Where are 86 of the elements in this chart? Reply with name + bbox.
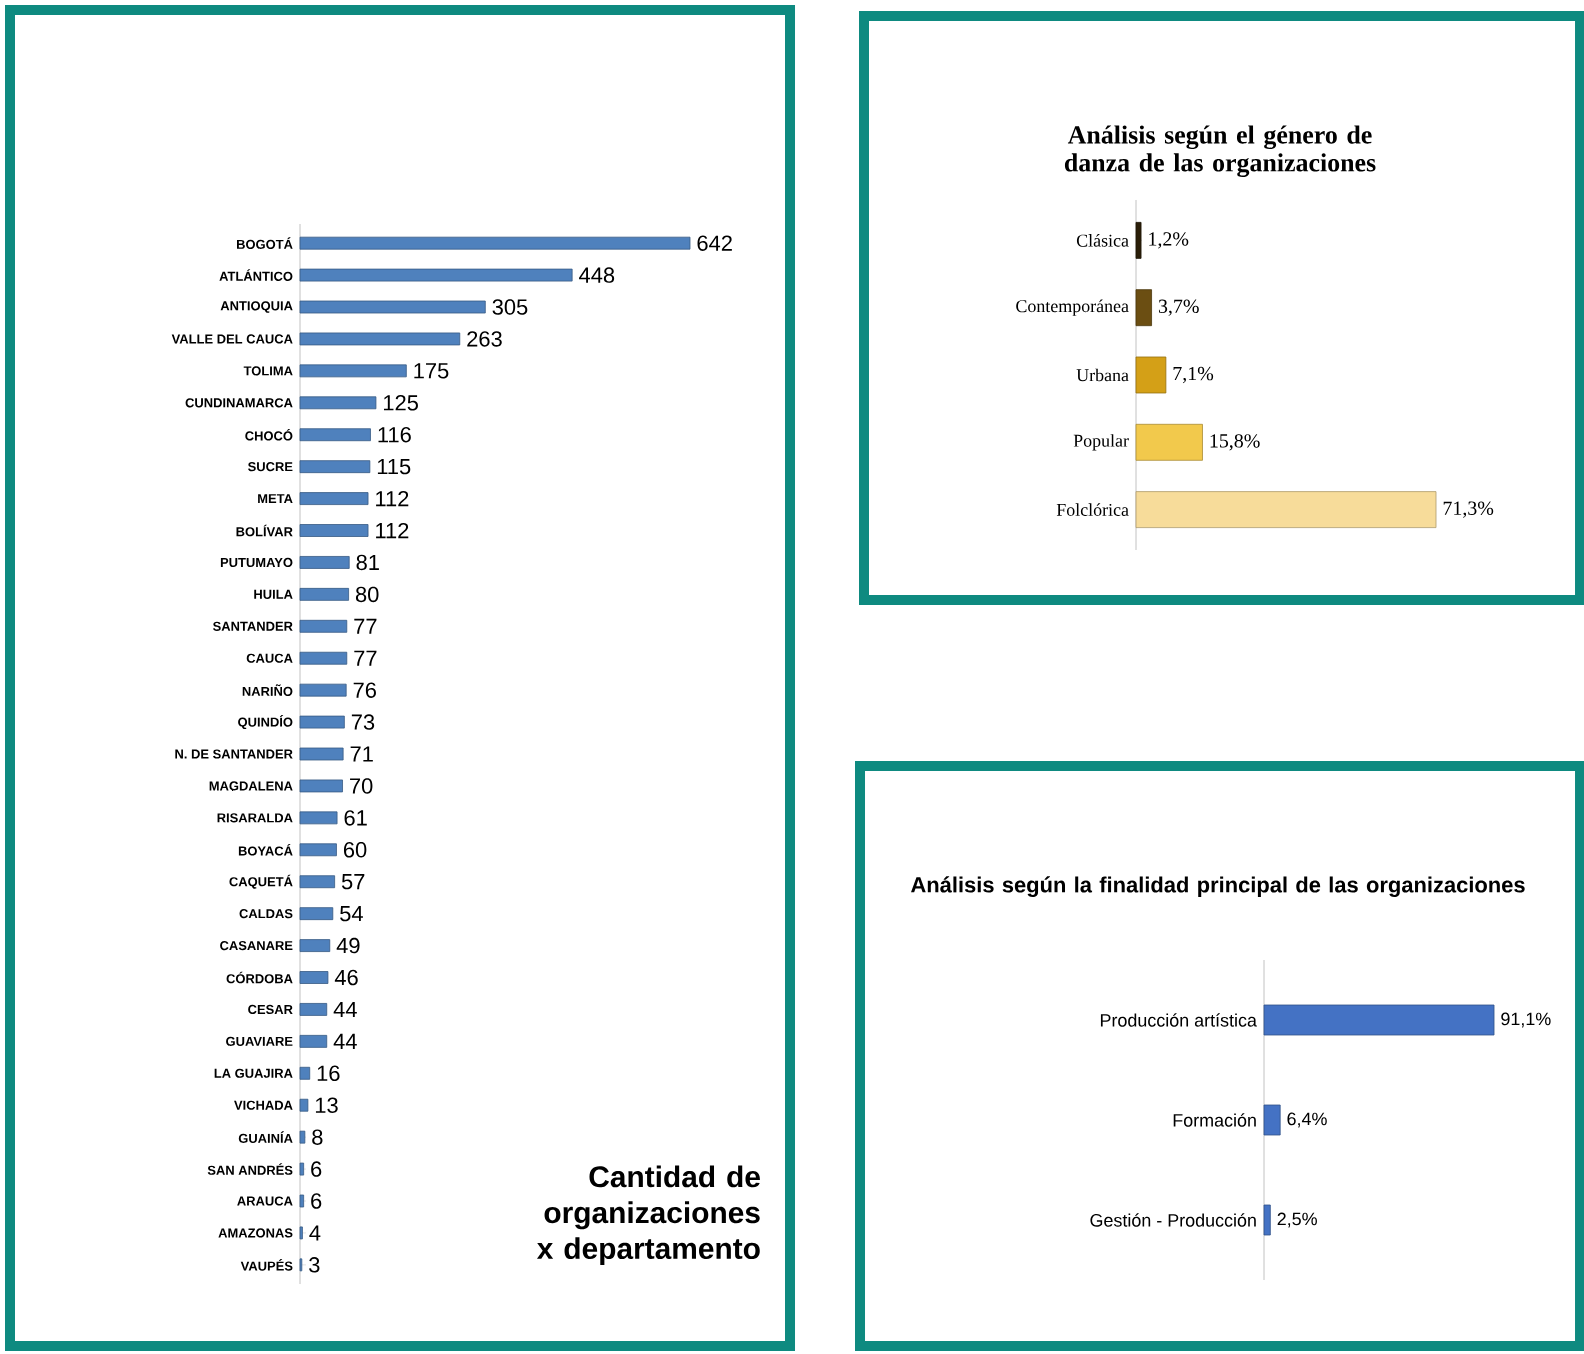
data-label: 8 xyxy=(312,1129,323,1145)
bar xyxy=(299,268,573,282)
bar xyxy=(1135,423,1203,461)
data-label: 642 xyxy=(697,235,732,251)
data-label: 77 xyxy=(354,650,377,666)
data-label: 44 xyxy=(333,1001,357,1017)
data-label: 73 xyxy=(351,714,375,730)
data-label: 49 xyxy=(336,937,360,954)
data-label: 2,5% xyxy=(1277,1212,1317,1228)
bar xyxy=(299,811,338,825)
bar xyxy=(299,907,334,921)
y-tick-label: Popular xyxy=(1073,434,1129,451)
data-label: 115 xyxy=(377,459,411,475)
bar xyxy=(299,556,350,569)
bar xyxy=(299,1098,309,1112)
data-label: 112 xyxy=(376,490,409,507)
data-label: 77 xyxy=(354,618,377,634)
bar xyxy=(299,364,407,378)
data-label: 6 xyxy=(311,1193,322,1209)
bar xyxy=(299,971,329,984)
text: Cantidad de organizaciones x departamento xyxy=(536,1165,760,1265)
bar xyxy=(299,332,461,346)
data-label: 448 xyxy=(579,267,615,283)
data-label: 76 xyxy=(353,682,376,698)
data-label: 125 xyxy=(383,395,418,411)
data-label: 46 xyxy=(334,969,358,986)
data-label: 80 xyxy=(355,586,379,603)
data-label: 4 xyxy=(309,1225,321,1241)
y-tick-label: Contemporánea xyxy=(1016,299,1129,316)
data-label: 15,8% xyxy=(1210,434,1260,451)
bar xyxy=(1135,289,1152,327)
bar xyxy=(1135,356,1167,394)
data-label: 70 xyxy=(350,778,373,794)
bar xyxy=(299,492,369,505)
data-label: 71 xyxy=(350,746,373,762)
bar xyxy=(1135,221,1142,259)
data-label: 13 xyxy=(315,1097,338,1113)
data-label: 16 xyxy=(317,1065,340,1082)
chart-title: Análisis según la finalidad principal de las organizaciones xyxy=(911,876,1525,898)
data-label: 60 xyxy=(343,842,367,858)
data-label: 6 xyxy=(311,1161,322,1177)
data-label: 57 xyxy=(341,874,365,890)
bar xyxy=(299,747,344,761)
data-label: 81 xyxy=(356,554,379,571)
data-label: 61 xyxy=(344,810,367,826)
data-label: 6,4% xyxy=(1287,1112,1327,1128)
data-label: 263 xyxy=(467,331,502,347)
bar xyxy=(1135,491,1437,529)
bar xyxy=(299,683,347,697)
bar xyxy=(299,1066,311,1080)
bar xyxy=(299,524,369,537)
bar xyxy=(299,236,691,250)
data-label: 44 xyxy=(333,1033,357,1049)
bar xyxy=(299,939,331,952)
bar xyxy=(299,460,371,474)
data-label: 3,7% xyxy=(1158,299,1199,316)
bar xyxy=(299,875,336,889)
data-label: 112 xyxy=(376,522,409,539)
data-label: 91,1% xyxy=(1501,1012,1551,1028)
data-label: 7,1% xyxy=(1173,366,1214,384)
bar xyxy=(299,587,349,601)
data-label: 175 xyxy=(414,363,449,379)
bar xyxy=(299,1003,328,1016)
y-tick-label: Clásica xyxy=(1076,234,1129,247)
bar xyxy=(299,619,348,633)
y-tick-label: Folclórica xyxy=(1056,503,1129,516)
data-label: 116 xyxy=(378,426,411,443)
bar xyxy=(299,396,377,410)
data-label: 3 xyxy=(309,1257,320,1273)
data-label: 54 xyxy=(340,906,363,922)
bar xyxy=(299,651,348,665)
bar xyxy=(299,1130,306,1144)
y-tick-label: Urbana xyxy=(1076,368,1129,382)
bar xyxy=(299,779,343,793)
bar xyxy=(299,715,345,729)
bar xyxy=(299,843,337,857)
data-label: 1,2% xyxy=(1149,232,1189,249)
chart-title: Análisis según el género de danza de las organizaciones xyxy=(1064,125,1376,177)
bar xyxy=(299,300,486,314)
data-label: 305 xyxy=(492,299,528,315)
y-tick-label: Producción artística xyxy=(1100,1013,1257,1027)
data-label: 71,3% xyxy=(1443,501,1494,518)
y-tick-label: Formación xyxy=(1173,1113,1256,1127)
bar xyxy=(299,428,371,442)
bar xyxy=(299,1034,328,1048)
y-tick-label: Gestión - Producción xyxy=(1090,1213,1256,1227)
